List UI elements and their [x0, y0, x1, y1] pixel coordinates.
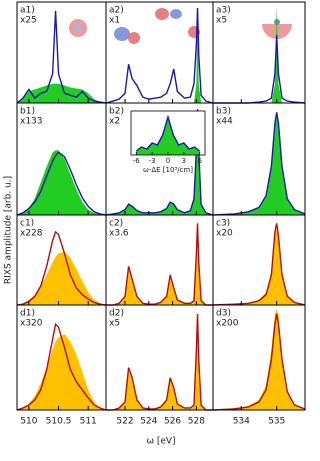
line [16, 151, 107, 216]
area [213, 227, 305, 305]
inset-tick-label: 0 [166, 157, 170, 165]
panel-label: d3) [216, 309, 231, 319]
line [212, 313, 306, 411]
line [213, 35, 306, 104]
y-axis-label: RIXS amplitude [arb. u.] [4, 176, 14, 284]
panel-frame [212, 304, 306, 411]
inset-tick-label: 6 [197, 157, 202, 165]
x-tick-label: 528 [188, 417, 205, 427]
inset-tick-label: -3 [149, 157, 156, 165]
scale-label: x3.6 [109, 229, 129, 239]
line [106, 223, 213, 306]
x-tick-label: 526 [164, 417, 181, 427]
line [16, 10, 107, 104]
scale-label: x1 [109, 16, 120, 26]
x-axis-label: ω [eV] [146, 437, 175, 447]
panel-label: b3) [216, 107, 231, 117]
line [105, 7, 214, 104]
scale-label: x200 [216, 319, 239, 329]
panel-label: c2) [109, 219, 123, 229]
area [17, 334, 106, 410]
area [106, 225, 213, 305]
line [212, 112, 306, 216]
x-tick-label: 524 [140, 417, 157, 427]
line [16, 230, 107, 306]
panel-label: a2) [109, 6, 124, 16]
inset-tick-label: 3 [182, 157, 186, 165]
area [213, 114, 305, 215]
area [106, 316, 213, 410]
x-tick-label: 534 [233, 417, 250, 427]
figure: RIXS amplitude [arb. u.] ω [eV] a1)x25 a2… [4, 1, 306, 447]
x-tick-label: 522 [116, 417, 133, 427]
inset-x-label: ω-ΔE [10³/cm] [143, 166, 193, 174]
line [16, 322, 107, 411]
scale-label: x228 [20, 229, 43, 239]
orbital-icon [69, 8, 292, 44]
scale-label: x20 [216, 229, 233, 239]
x-tick-label: 511 [80, 417, 97, 427]
line [106, 314, 213, 411]
scale-label: x44 [216, 117, 233, 127]
area [17, 83, 106, 103]
area [136, 117, 200, 155]
scale-label: x5 [109, 319, 120, 329]
x-tick-label: 535 [268, 417, 285, 427]
panel-label: c1) [20, 219, 34, 229]
x-tick-label: 510 [20, 417, 37, 427]
panel-label: b2) [109, 107, 124, 117]
inset-tick-label: -6 [133, 157, 141, 165]
scale-label: x320 [20, 319, 43, 329]
panel-label: d2) [109, 309, 124, 319]
panel-label: a3) [216, 6, 231, 16]
area [17, 150, 106, 215]
scale-label: x5 [216, 16, 227, 26]
line [212, 223, 306, 306]
panel-label: d1) [20, 309, 35, 319]
area [213, 309, 305, 410]
scale-label: x133 [20, 117, 43, 127]
area [17, 251, 106, 305]
panel-label: c3) [216, 219, 230, 229]
x-tick-label: 510.5 [46, 417, 72, 427]
scale-label: x25 [20, 16, 37, 26]
scale-label: x2 [109, 117, 120, 127]
panel-label: b1) [20, 107, 35, 117]
line [135, 114, 201, 152]
panel-label: a1) [20, 6, 35, 16]
